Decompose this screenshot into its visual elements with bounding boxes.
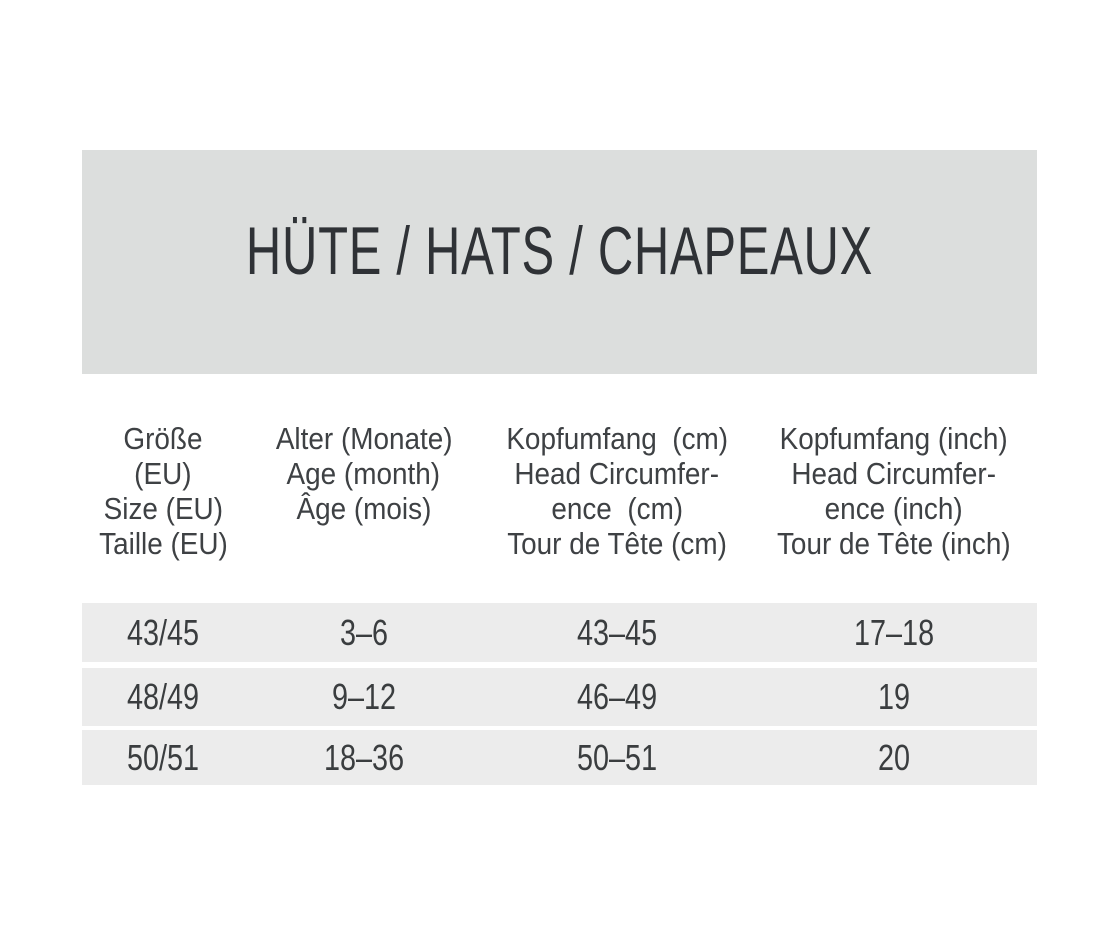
header-line: Age (month)	[286, 456, 441, 491]
cell-head-cm: 50–51	[483, 737, 750, 779]
cell-value: 46–49	[576, 676, 657, 717]
cell-value: 50/51	[127, 736, 200, 778]
cell-head-inch: 20	[750, 737, 1037, 779]
cell-value: 43/45	[127, 611, 200, 653]
cell-size: 50/51	[82, 737, 244, 779]
cell-value: 17–18	[853, 611, 934, 653]
header-line: (EU)	[134, 456, 192, 491]
cell-value: 50–51	[576, 736, 657, 778]
column-header-head-circumference-inch: Kopfumfang (inch) Head Circumfer- ence (…	[750, 421, 1037, 561]
cell-value: 9–12	[331, 676, 396, 717]
header-line: Size (EU)	[103, 491, 223, 526]
header-line: ence (cm)	[550, 491, 683, 526]
cell-head-inch: 19	[750, 676, 1037, 718]
table-body: 43/45 3–6 43–45 17–18 48/49 9–12 46–49 1…	[82, 603, 1037, 785]
header-line: Alter (Monate)	[275, 421, 453, 456]
cell-value: 3–6	[339, 611, 388, 653]
column-header-age: Alter (Monate) Age (month) Âge (mois)	[244, 421, 483, 561]
cell-value: 18–36	[323, 736, 404, 778]
header-line: Kopfumfang (cm)	[505, 421, 728, 456]
cell-size: 48/49	[82, 676, 244, 718]
header-line: Head Circumfer-	[514, 456, 720, 491]
cell-age: 3–6	[244, 612, 483, 654]
header-line: Âge (mois)	[296, 491, 432, 526]
header-line: ence (inch)	[824, 491, 963, 526]
cell-size: 43/45	[82, 612, 244, 654]
header-line: Größe	[123, 421, 203, 456]
cell-head-cm: 46–49	[483, 676, 750, 718]
cell-age: 18–36	[244, 737, 483, 779]
cell-age: 9–12	[244, 676, 483, 718]
cell-value: 43–45	[576, 611, 657, 653]
table-row: 43/45 3–6 43–45 17–18	[82, 603, 1037, 662]
cell-value: 19	[877, 676, 910, 717]
table-row: 50/51 18–36 50–51 20	[82, 730, 1037, 785]
table-row: 48/49 9–12 46–49 19	[82, 668, 1037, 726]
cell-value: 48/49	[127, 676, 200, 717]
header-line: Taille (EU)	[98, 526, 228, 561]
column-header-size-eu: Größe (EU) Size (EU) Taille (EU)	[82, 421, 244, 561]
cell-head-cm: 43–45	[483, 612, 750, 654]
header-line: Tour de Tête (inch)	[776, 526, 1011, 561]
cell-head-inch: 17–18	[750, 612, 1037, 654]
header-line: Tour de Tête (cm)	[506, 526, 727, 561]
column-header-head-circumference-cm: Kopfumfang (cm) Head Circumfer- ence (cm…	[483, 421, 750, 561]
table-header-row: Größe (EU) Size (EU) Taille (EU) Alter (…	[82, 421, 1037, 561]
header-line: Kopfumfang (inch)	[779, 421, 1008, 456]
header-line: Head Circumfer-	[791, 456, 997, 491]
page-title: HÜTE / HATS / CHAPEAUX	[245, 213, 874, 289]
cell-value: 20	[877, 736, 910, 778]
title-banner: HÜTE / HATS / CHAPEAUX	[82, 150, 1037, 374]
